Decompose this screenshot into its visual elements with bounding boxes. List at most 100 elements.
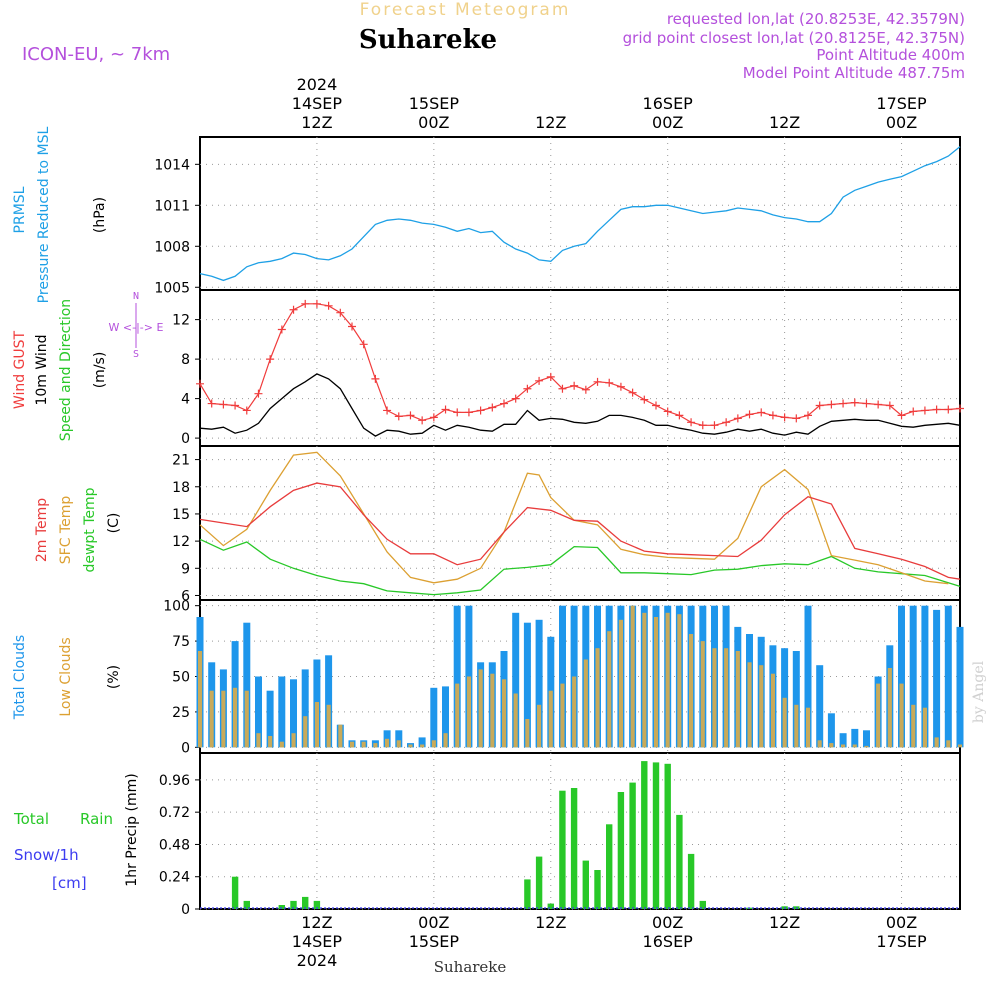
rain-bar	[231, 876, 239, 909]
wind-gust-point	[500, 399, 508, 408]
wind-gust-point	[581, 385, 590, 394]
total-clouds-bar	[792, 651, 800, 748]
rain-bar	[524, 879, 531, 909]
low-clouds-bar	[525, 719, 530, 748]
wind-gust-point	[289, 305, 298, 314]
location-title: Suhareke	[359, 25, 497, 55]
wind-label-gust: Wind GUST	[12, 330, 28, 409]
top-time-label: 00Z	[886, 113, 917, 132]
wind-gust-point	[196, 379, 204, 388]
low-clouds-bar	[618, 619, 623, 748]
total-clouds-bar	[395, 730, 403, 748]
total-clouds-bar	[418, 737, 426, 748]
pressure-ytick-label: 1011	[154, 198, 190, 214]
wind-gust-point	[839, 399, 848, 408]
top-time-label: 00Z	[652, 113, 683, 132]
wind-gust-point	[675, 411, 684, 420]
pressure-frame	[199, 136, 961, 291]
total-clouds-bar	[921, 605, 929, 748]
rain-bar	[313, 900, 321, 909]
rain-bar	[547, 903, 554, 909]
rain-bar	[664, 763, 671, 909]
precip-label-snow: Snow/1h	[14, 846, 79, 864]
bottom-time-label: 16SEP	[643, 932, 694, 951]
wind-gust-point	[394, 412, 403, 421]
temperature-ytick-label: 21	[172, 453, 190, 469]
wind-gust-point	[523, 384, 532, 393]
wind-gust-point	[663, 407, 672, 416]
precip-label-total: Total	[13, 810, 49, 828]
bottom-time-label: 00Z	[652, 913, 683, 932]
precip-frame	[199, 752, 961, 910]
clouds-ytick-label: 25	[172, 705, 190, 721]
bottom-time-label: 15SEP	[409, 932, 460, 951]
temperature-ytick-label: 18	[172, 480, 190, 496]
rain-bar	[278, 905, 285, 909]
rain-bar	[290, 900, 297, 909]
wind-gust-point	[733, 414, 742, 423]
wind-unit: (m/s)	[92, 352, 108, 389]
wind-gust-point	[371, 374, 380, 383]
low-clouds-bar	[759, 665, 764, 748]
clouds-ytick-label: 50	[172, 670, 190, 686]
low-clouds-bar	[887, 668, 892, 748]
pressure-ytick-label: 1014	[154, 157, 190, 173]
wind-gust-point	[652, 401, 660, 410]
low-clouds-bar	[817, 740, 822, 748]
wind-gust-point	[277, 325, 286, 334]
wind-gust-point	[920, 406, 929, 415]
low-clouds-bar	[455, 683, 460, 748]
low-clouds-bar	[443, 733, 448, 748]
total-clouds-bar	[243, 622, 251, 748]
total-clouds-bar	[559, 605, 566, 748]
bottom-time-label: 00Z	[886, 913, 917, 932]
wind-gust-point	[792, 414, 801, 423]
total-clouds-bar	[816, 665, 824, 748]
wind-gust-point	[406, 411, 415, 420]
bottom-time-label: 12Z	[769, 913, 800, 932]
low-clouds-bar	[607, 631, 612, 748]
low-clouds-bar	[654, 617, 659, 748]
low-clouds-bar	[595, 648, 600, 748]
precip-label-rain: Rain	[80, 810, 113, 828]
rain-bar	[606, 824, 613, 909]
wind-gust-point	[570, 381, 579, 390]
clouds-ytick-label: 100	[163, 599, 190, 615]
wind-gust-point	[944, 405, 953, 414]
low-clouds-bar	[946, 740, 951, 748]
wind-gust-point	[511, 394, 520, 403]
temperature-frame	[199, 445, 961, 601]
pressure-label-prmsl: PRMSL	[12, 186, 28, 233]
wind-gust-point	[418, 416, 427, 425]
wind-gust-point	[348, 322, 356, 331]
total-clouds-bar	[301, 669, 309, 748]
bottom-time-label: 2024	[297, 951, 338, 970]
low-clouds-bar	[268, 736, 273, 748]
wind-gust-point	[897, 411, 906, 420]
bottom-time-label: 00Z	[418, 913, 449, 932]
wind-gust-point	[312, 299, 321, 308]
pressure-panel: 1005 1008 1011 1014	[154, 136, 961, 296]
wind-label-10m: 10m Wind	[34, 334, 50, 405]
sfc-temp-line	[199, 451, 949, 585]
low-clouds-bar	[513, 693, 518, 748]
wind-gust-point	[640, 395, 649, 404]
wind-ytick-label: 12	[172, 313, 190, 329]
low-clouds-bar	[934, 737, 939, 748]
total-clouds-bar	[278, 676, 286, 748]
wind-gust-point	[429, 413, 438, 422]
total-clouds-bar	[863, 730, 870, 748]
wind-gust-point	[874, 400, 883, 409]
wind-gust-point	[254, 389, 263, 398]
clouds-ytick-label: 0	[181, 740, 190, 756]
rain-bar	[629, 782, 636, 909]
low-clouds-bar	[338, 724, 343, 748]
total-clouds-bar	[944, 605, 952, 748]
wind-gust-point	[616, 382, 625, 391]
precip-ytick-label: 0.72	[159, 805, 190, 821]
low-clouds-bar	[431, 740, 436, 748]
bottom-time-label: 12Z	[535, 913, 566, 932]
low-clouds-bar	[700, 641, 705, 748]
low-clouds-bar	[233, 687, 238, 748]
